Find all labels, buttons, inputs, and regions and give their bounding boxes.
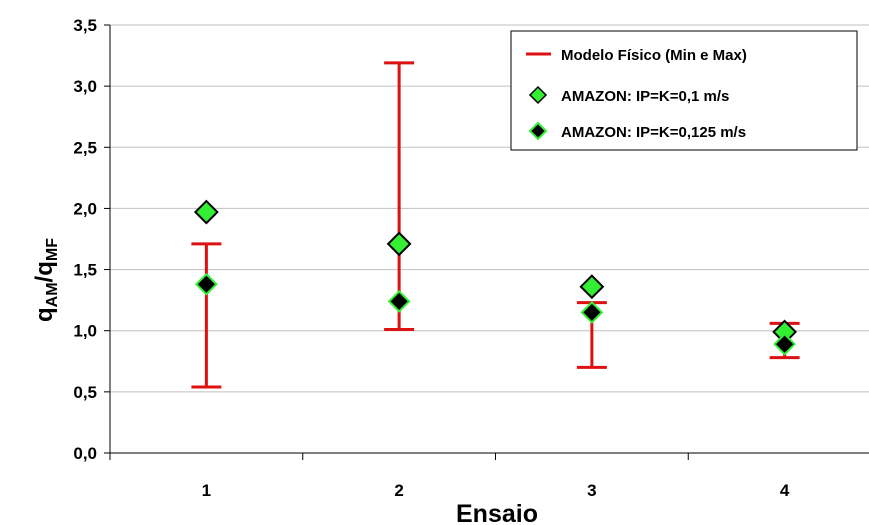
data-points xyxy=(193,199,798,356)
series-1-point xyxy=(386,231,412,257)
gridlines xyxy=(110,24,869,393)
y-axis-title: qAM/qMF xyxy=(31,238,61,322)
y-tick-label: 1,5 xyxy=(73,261,97,280)
legend-label-error-bar: Modelo Físico (Min e Max) xyxy=(561,47,747,64)
series-1-point xyxy=(193,199,219,225)
series-2-point xyxy=(387,289,411,313)
x-tick-label: 1 xyxy=(202,481,211,500)
legend-swatch-series-2 xyxy=(528,121,548,141)
legend-swatch-series-1 xyxy=(528,85,548,105)
series-2-point xyxy=(773,332,797,356)
legend-label-series-1: AMAZON: IP=K=0,1 m/s xyxy=(561,88,729,105)
y-tick-label: 3,5 xyxy=(73,16,97,35)
y-tick-label: 0,5 xyxy=(73,383,97,402)
series-2-point xyxy=(194,272,218,296)
x-tick-label: 4 xyxy=(780,481,790,500)
y-tick-label: 2,5 xyxy=(73,138,97,157)
y-tick-label: 2,0 xyxy=(73,199,97,218)
x-axis-title: Ensaio xyxy=(456,500,538,525)
y-tick-label: 3,0 xyxy=(73,77,97,96)
tick-labels: 0,0 0,5 1,0 1,5 2,0 2,5 3,0 3,5 1 2 3 4 xyxy=(73,16,790,500)
axes xyxy=(104,24,869,460)
legend-label-series-2: AMAZON: IP=K=0,125 m/s xyxy=(561,124,746,141)
legend: Modelo Físico (Min e Max) AMAZON: IP=K=0… xyxy=(510,30,858,151)
x-tick-label: 3 xyxy=(587,481,596,500)
x-tick-label: 2 xyxy=(394,481,403,500)
y-tick-label: 1,0 xyxy=(73,322,97,341)
series-1-point xyxy=(579,274,605,300)
y-tick-label: 0,0 xyxy=(73,444,97,463)
legend-box xyxy=(510,30,858,151)
series-2-point xyxy=(580,300,604,324)
